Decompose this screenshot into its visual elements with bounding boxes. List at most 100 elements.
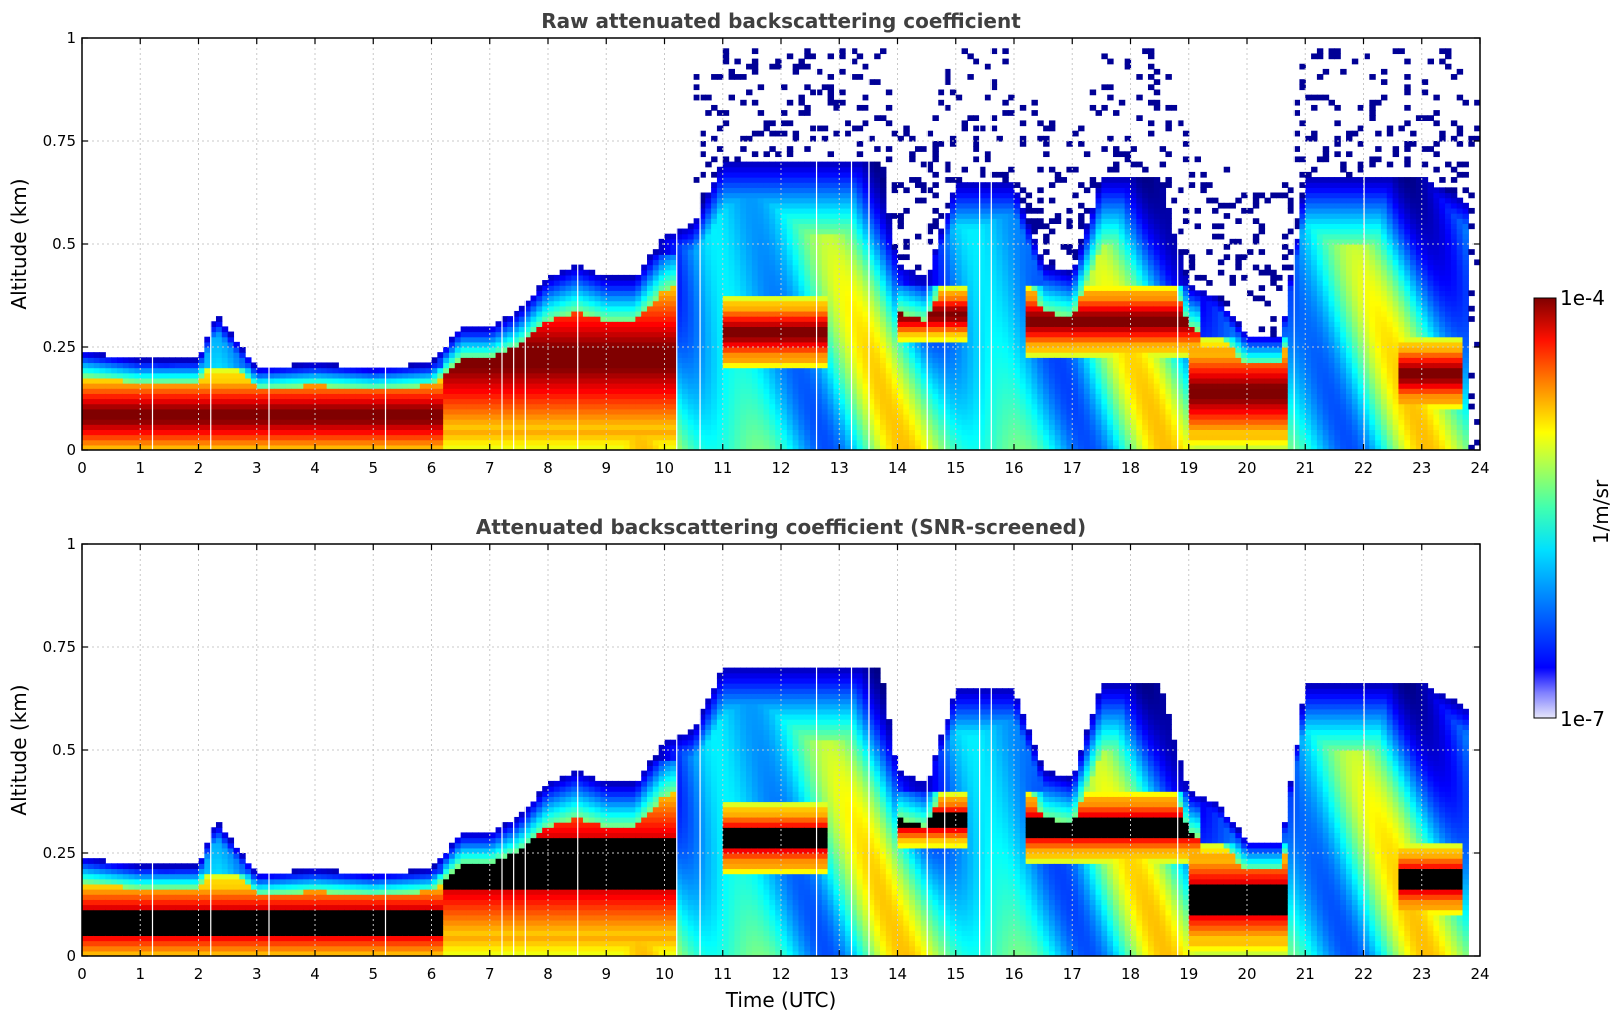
heatmap-cell <box>215 326 223 333</box>
heatmap-cell <box>483 352 491 358</box>
heatmap-cell <box>944 295 951 302</box>
heatmap-cell <box>781 223 788 230</box>
heatmap-cell <box>513 372 520 379</box>
heatmap-cell <box>926 393 934 400</box>
heatmap-cell <box>647 439 654 446</box>
heatmap-cell <box>722 161 730 168</box>
heatmap-cell <box>903 187 910 194</box>
heatmap-cell <box>582 274 590 281</box>
heatmap-cell <box>693 259 701 266</box>
heatmap-cell <box>443 434 450 441</box>
heatmap-cell <box>687 424 695 430</box>
heatmap-cell <box>740 347 747 353</box>
heatmap-cell <box>600 341 607 348</box>
heatmap-cell <box>699 197 706 204</box>
heatmap-cell <box>530 398 537 405</box>
heatmap-cell <box>571 372 578 379</box>
heatmap-cell <box>798 367 805 374</box>
heatmap-cell <box>670 259 677 266</box>
heatmap-cell <box>699 331 706 338</box>
heatmap-cell <box>781 316 788 322</box>
heatmap-cell <box>338 367 345 374</box>
heatmap-cell <box>862 166 869 173</box>
heatmap-cell <box>169 398 176 405</box>
heatmap-cell <box>588 326 596 333</box>
heatmap-cell <box>647 367 654 374</box>
heatmap-cell <box>763 362 770 369</box>
heatmap-cell <box>233 377 240 384</box>
heatmap-cell <box>891 326 899 333</box>
heatmap-cell <box>728 300 735 307</box>
heatmap-cell <box>565 408 572 415</box>
heatmap-cell <box>949 362 957 369</box>
heatmap-cell <box>734 439 741 446</box>
heatmap-cell <box>845 280 852 286</box>
heatmap-cell <box>763 372 770 379</box>
heatmap-cell <box>676 362 683 369</box>
heatmap-cell <box>594 274 602 281</box>
heatmap-cell <box>384 434 392 441</box>
heatmap-cell <box>885 439 893 446</box>
heatmap-cell <box>315 439 322 446</box>
heatmap-cell <box>617 434 625 441</box>
heatmap-cell <box>641 413 648 420</box>
heatmap-cell <box>606 439 613 446</box>
heatmap-cell <box>792 388 800 394</box>
heatmap-cell <box>373 439 380 446</box>
heatmap-cell <box>647 444 654 450</box>
heatmap-cell <box>775 192 782 199</box>
heatmap-cell <box>414 408 421 415</box>
heatmap-cell <box>722 280 730 286</box>
heatmap-cell <box>245 408 252 415</box>
heatmap-cell <box>594 388 602 394</box>
heatmap-cell <box>676 429 683 436</box>
heatmap-cell <box>897 372 904 379</box>
heatmap-cell <box>833 171 840 178</box>
heatmap-cell <box>874 429 881 436</box>
heatmap-cell <box>716 290 724 297</box>
heatmap-cell <box>431 444 438 450</box>
heatmap-cell <box>687 316 695 322</box>
heatmap-cell <box>466 408 473 415</box>
heatmap-cell <box>781 192 788 199</box>
heatmap-cell <box>652 393 660 400</box>
heatmap-cell <box>722 228 730 235</box>
heatmap-cell <box>926 434 934 441</box>
heatmap-cell <box>938 321 945 327</box>
heatmap-cell <box>681 321 689 327</box>
heatmap-cell <box>221 398 229 405</box>
heatmap-cell <box>600 295 607 302</box>
heatmap-cell <box>833 249 840 255</box>
heatmap-cell <box>716 264 724 271</box>
heatmap-cell <box>786 99 794 106</box>
heatmap-cell <box>635 280 642 286</box>
heatmap-cell <box>594 341 602 348</box>
heatmap-cell <box>914 290 922 297</box>
heatmap-cell <box>722 110 730 116</box>
heatmap-cell <box>926 223 934 230</box>
heatmap-cell <box>186 388 194 394</box>
heatmap-cell <box>821 439 829 446</box>
heatmap-cell <box>711 310 718 317</box>
heatmap-cell <box>542 290 549 297</box>
heatmap-cell <box>384 383 392 389</box>
heatmap-cell <box>635 290 642 297</box>
heatmap-cell <box>693 429 701 436</box>
heatmap-cell <box>687 331 695 338</box>
heatmap-cell <box>716 285 724 291</box>
heatmap-cell <box>810 398 817 405</box>
heatmap-cell <box>810 213 817 219</box>
heatmap-cell <box>757 352 765 358</box>
heatmap-cell <box>670 264 677 271</box>
heatmap-cell <box>647 290 654 297</box>
heatmap-cell <box>99 403 106 410</box>
heatmap-cell <box>804 254 811 261</box>
heatmap-cell <box>862 182 869 188</box>
heatmap-cell <box>134 429 141 436</box>
heatmap-cell <box>903 269 910 276</box>
heatmap-cell <box>926 331 934 338</box>
heatmap-cell <box>769 295 776 302</box>
heatmap-cell <box>810 238 817 245</box>
heatmap-cell <box>565 398 572 405</box>
heatmap-cell <box>740 424 747 430</box>
